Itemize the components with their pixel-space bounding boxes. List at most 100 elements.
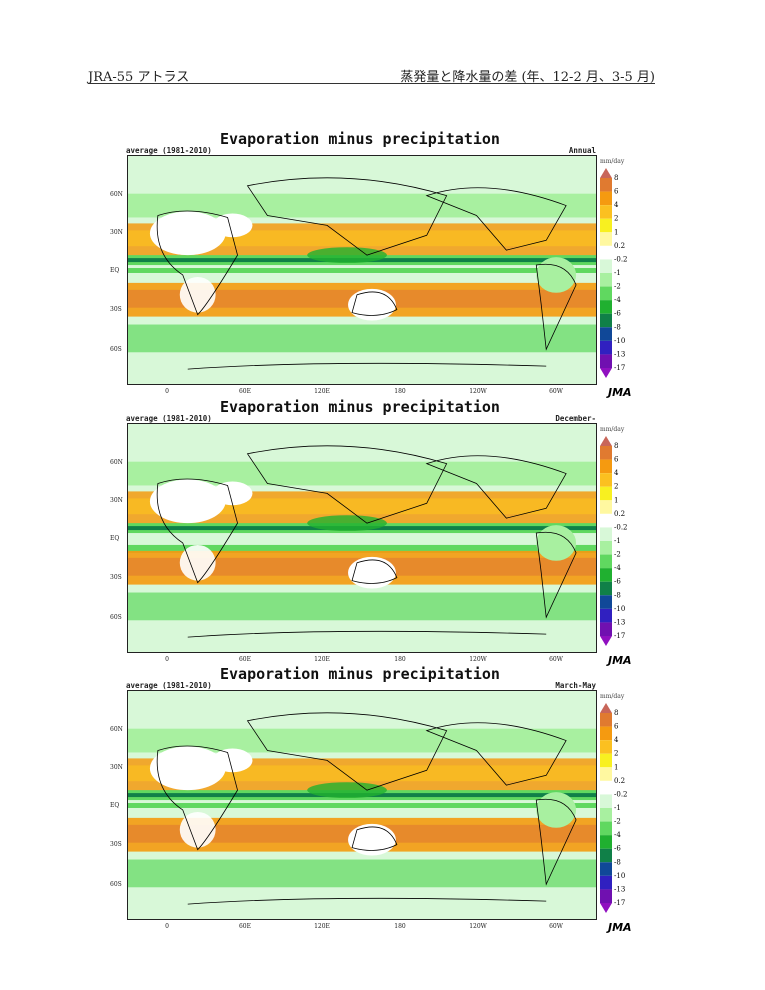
colorbar-swatch [600, 740, 612, 754]
colorbar-swatch [600, 486, 612, 501]
colorbar-level: 0.2 [614, 510, 625, 518]
lon-label: 0 [165, 923, 169, 930]
colorbar-legend: mm/day 8 6 4 2 1 0.2 -0.2 -1 -2 -4 -6 -8 -10 -13 -17 [600, 693, 650, 919]
colorbar-swatch [600, 313, 612, 328]
colorbar-swatch [600, 273, 612, 287]
colorbar-level: -6 [614, 310, 621, 318]
colorbar-unit: mm/day [600, 693, 625, 700]
map-title: Evaporation minus precipitation [220, 398, 500, 416]
colorbar-level: 1 [614, 496, 618, 504]
colorbar-swatch [600, 862, 612, 876]
colorbar-swatch [600, 753, 612, 768]
colorbar-swatch [600, 794, 612, 808]
colorbar-swatch [600, 595, 612, 609]
lon-label: 120E [314, 923, 330, 930]
map-title: Evaporation minus precipitation [220, 665, 500, 683]
jma-logo: JMA [608, 654, 632, 667]
lat-label: 30S [110, 841, 122, 848]
colorbar-level: -17 [614, 899, 625, 907]
colorbar-swatch [600, 581, 612, 596]
colorbar-swatch [600, 245, 612, 260]
lat-label: 30N [110, 764, 123, 771]
lat-label: EQ [110, 802, 120, 809]
lon-label: 60W [549, 923, 563, 930]
colorbar-level: 4 [614, 201, 619, 209]
map-period: average (1981-2010) [126, 146, 212, 155]
colorbar-legend: mm/day 8 6 4 2 1 0.2 -0.2 -1 -2 -4 -6 -8 -10 -13 -17 [600, 426, 650, 652]
colorbar-level: -6 [614, 578, 621, 586]
lon-label: 60W [549, 388, 563, 395]
colorbar-level: 2 [614, 483, 618, 491]
colorbar-swatch [600, 554, 612, 569]
colorbar-level: 4 [614, 469, 619, 477]
colorbar-level: -4 [614, 564, 621, 572]
colorbar-level: 6 [614, 723, 619, 731]
map-period: average (1981-2010) [126, 414, 212, 423]
lon-label: 0 [165, 388, 169, 395]
colorbar-swatch [600, 821, 612, 836]
colorbar-arrow-top [600, 168, 612, 178]
colorbar-swatch [600, 178, 612, 192]
colorbar-level: 6 [614, 188, 619, 196]
colorbar-level: 2 [614, 750, 618, 758]
colorbar-swatch [600, 473, 612, 487]
lat-label: 60S [110, 881, 122, 888]
lon-label: 120E [314, 656, 330, 663]
colorbar-level: -1 [614, 269, 621, 277]
header-rule [88, 83, 655, 84]
colorbar-swatch [600, 205, 612, 219]
map-period: average (1981-2010) [126, 681, 212, 690]
lon-label: 0 [165, 656, 169, 663]
colorbar-swatch [600, 713, 612, 727]
colorbar-swatch [600, 446, 612, 460]
colorbar-swatch [600, 327, 612, 341]
map-title: Evaporation minus precipitation [220, 130, 500, 148]
lon-label: 180 [394, 923, 406, 930]
colorbar-level: -0.2 [614, 255, 628, 263]
colorbar-unit: mm/day [600, 158, 625, 165]
colorbar-level: 0.2 [614, 242, 625, 250]
e-minus-p-map [127, 690, 597, 920]
lat-label: 30N [110, 229, 123, 236]
colorbar-swatch [600, 726, 612, 741]
colorbar-level: 2 [614, 215, 618, 223]
colorbar-level: -8 [614, 591, 621, 599]
panel-mam: Evaporation minus precipitation average … [110, 665, 650, 934]
colorbar-arrow-bottom [600, 636, 612, 646]
lat-label: 60N [110, 191, 123, 198]
colorbar-swatch [600, 340, 612, 355]
lon-label: 60W [549, 656, 563, 663]
lat-label: 60S [110, 346, 122, 353]
colorbar-level: -4 [614, 296, 621, 304]
e-minus-p-map [127, 423, 597, 653]
e-minus-p-map [127, 155, 597, 385]
lat-label: EQ [110, 267, 120, 274]
colorbar-level: -10 [614, 872, 625, 880]
colorbar-level: 1 [614, 763, 618, 771]
lon-label: 120W [469, 656, 487, 663]
colorbar-swatch [600, 191, 612, 206]
map-season: March-May [555, 681, 596, 690]
header-right: 蒸発量と降水量の差 (年、12-2 月、3-5 月) [400, 70, 655, 85]
colorbar-level: -1 [614, 804, 621, 812]
colorbar-level: -13 [614, 885, 625, 893]
lat-label: EQ [110, 535, 120, 542]
colorbar-swatch [600, 848, 612, 863]
colorbar-swatch [600, 889, 612, 903]
jma-logo: JMA [608, 921, 632, 934]
colorbar-level: 6 [614, 456, 619, 464]
lon-label: 120W [469, 388, 487, 395]
colorbar-level: -4 [614, 831, 621, 839]
colorbar-swatch [600, 459, 612, 474]
colorbar-swatch [600, 232, 612, 246]
colorbar-swatch [600, 354, 612, 368]
colorbar-level: -17 [614, 632, 625, 640]
colorbar-level: -0.2 [614, 790, 628, 798]
map-season: Annual [568, 146, 596, 155]
colorbar-arrow-top [600, 436, 612, 446]
lat-label: 60N [110, 726, 123, 733]
colorbar-swatch [600, 527, 612, 541]
colorbar-swatch [600, 286, 612, 301]
header-left: JRA-55 アトラス [88, 70, 190, 85]
